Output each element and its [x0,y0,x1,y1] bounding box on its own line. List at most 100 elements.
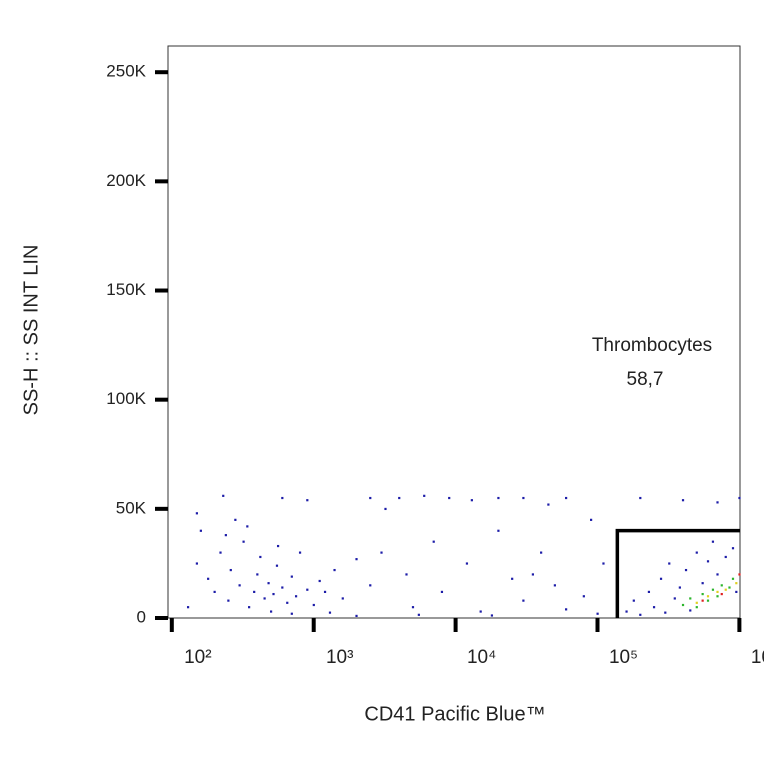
data-point [470,499,473,502]
data-point [596,612,599,615]
data-point [724,588,727,591]
data-point [380,551,383,554]
data-point [224,534,227,537]
data-point [263,597,266,600]
data-point [355,614,358,618]
data-point [706,599,710,602]
data-point [695,601,698,604]
data-point [689,609,692,612]
data-point [531,573,534,576]
data-point [639,613,642,616]
data-point [246,525,249,528]
data-point [639,496,642,500]
data-point [369,584,372,587]
data-point [547,503,550,506]
data-point [684,568,688,572]
x-axis-label: CD41 Pacific Blue™ [364,703,545,725]
data-point [689,597,692,600]
data-point [602,562,605,565]
data-point [701,599,704,602]
data-point [448,496,451,500]
data-point [323,590,327,594]
data-point [242,540,245,543]
y-tick-label: 200K [106,171,146,190]
data-point [565,608,568,611]
data-point [355,558,358,561]
data-point [731,547,735,550]
data-point [207,577,210,580]
data-point [384,507,387,511]
data-point [582,595,585,598]
y-tick-label: 50K [116,498,147,517]
data-point [199,529,202,532]
data-point [238,584,241,587]
data-point [681,603,685,607]
data-point [632,599,635,602]
data-point [695,606,698,609]
data-point [511,577,514,580]
data-point [553,584,556,587]
data-point [497,529,500,532]
x-tick-label: 10³ [326,647,353,668]
data-point [735,582,738,585]
data-point [290,575,293,578]
data-point [590,518,593,521]
data-point [398,496,401,500]
data-point [720,584,723,587]
data-point [256,573,259,576]
data-point [738,496,741,500]
data-point [565,496,568,500]
data-point [186,606,190,609]
data-point [298,551,302,554]
data-point [522,496,525,500]
data-point [711,540,715,543]
data-point [625,610,628,613]
x-tick-label: 10⁶ [751,647,764,668]
data-point [286,601,289,604]
gate [615,528,740,618]
data-point [281,586,284,589]
data-point [259,555,262,559]
data-point [465,562,469,565]
data-point [706,595,710,598]
data-point [281,496,284,500]
data-point [306,499,309,502]
data-point [269,610,273,613]
data-point [711,588,715,591]
data-point [724,555,727,559]
data-point [678,586,681,589]
data-point [219,551,222,554]
y-tick-label: 150K [106,280,146,299]
data-point [248,606,251,609]
data-point [716,590,719,594]
data-point [234,518,237,521]
y-tick-label: 0 [137,607,146,626]
data-point [423,494,426,497]
data-point [647,590,651,594]
data-point [728,586,731,589]
data-point [701,582,704,585]
data-point [668,562,671,565]
data-point [738,573,741,576]
data-point [659,577,663,580]
data-point [318,579,321,583]
data-point [227,599,230,602]
data-point [290,612,293,615]
data-point [267,582,270,585]
y-axis-label: SS-H :: SS INT LIN [20,245,42,416]
data-point [716,595,719,598]
data-point [735,590,738,594]
data-point [417,613,420,616]
data-point [497,496,500,500]
gate-percent: 58,7 [627,369,664,390]
data-point [716,573,719,576]
data-point [720,592,723,596]
data-point [312,603,315,607]
x-tick-label: 10² [184,647,211,668]
y-tick-label: 100K [106,389,146,408]
data-point [275,564,279,567]
data-point [440,590,444,594]
data-point [673,597,676,600]
x-tick-label: 10⁴ [467,647,496,668]
